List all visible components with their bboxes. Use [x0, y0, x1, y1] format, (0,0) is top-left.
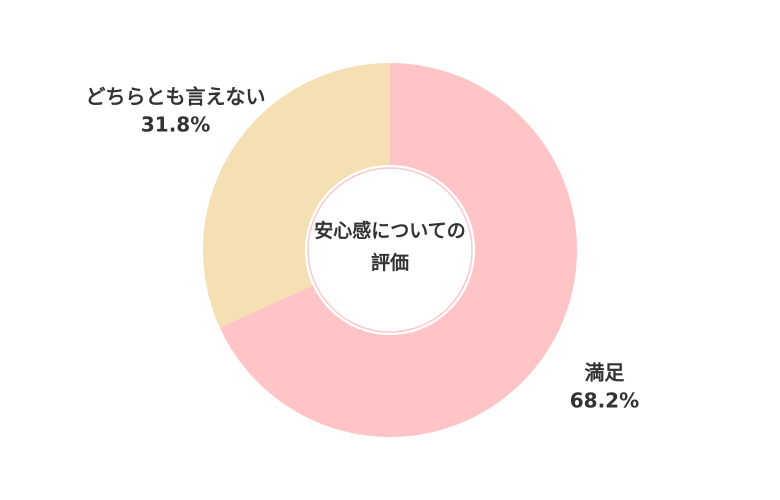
- donut-slice: [219, 63, 577, 437]
- slice-label: どちらとも言えない: [86, 85, 266, 109]
- value-label: 68.2%: [570, 388, 639, 412]
- center-ring: [307, 167, 473, 333]
- center-hole: [305, 165, 475, 335]
- chart-title: 安心感についての評価: [314, 220, 466, 274]
- donut-slice: [203, 63, 390, 328]
- value-label: 31.8%: [141, 113, 210, 137]
- slice-label: 満足: [584, 360, 625, 384]
